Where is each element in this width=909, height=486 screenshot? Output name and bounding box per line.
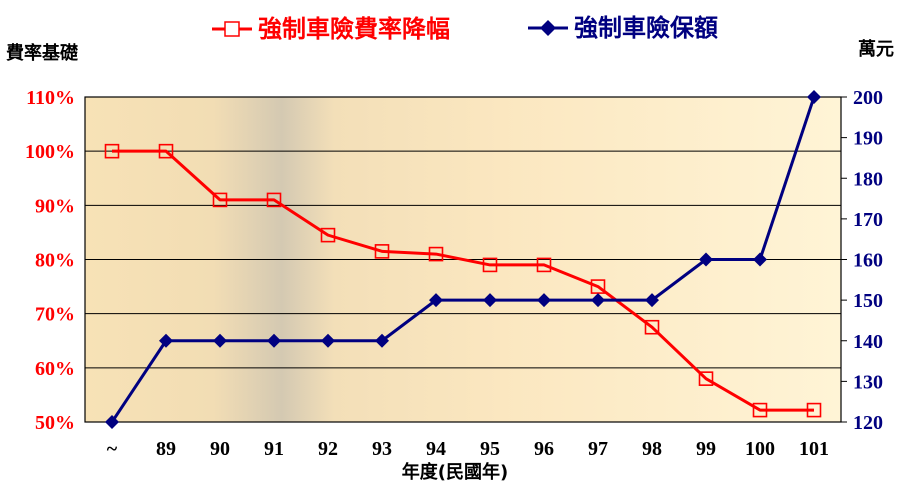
x-tick-label: 90 bbox=[210, 438, 230, 460]
series-point bbox=[590, 279, 606, 294]
series-point bbox=[483, 293, 497, 308]
series-point bbox=[699, 252, 713, 267]
series-point bbox=[321, 333, 335, 348]
right-tick-label: 200 bbox=[853, 87, 883, 109]
right-tick-label: 120 bbox=[853, 412, 883, 434]
series-layer bbox=[104, 90, 822, 429]
series-point bbox=[158, 143, 174, 159]
left-tick-label: 60% bbox=[35, 358, 75, 380]
left-tick-label: 70% bbox=[35, 304, 75, 326]
series-point bbox=[374, 244, 390, 259]
x-tick-label: 91 bbox=[264, 438, 284, 460]
series-point bbox=[104, 143, 120, 159]
x-tick-label: 92 bbox=[318, 438, 338, 460]
series-point bbox=[537, 293, 551, 308]
x-tick-label: 100 bbox=[745, 438, 775, 460]
series-point bbox=[482, 257, 498, 273]
series-line-2 bbox=[110, 96, 816, 423]
x-tick-label: 96 bbox=[534, 438, 554, 460]
x-tick-label: 94 bbox=[426, 438, 446, 460]
series-point bbox=[375, 333, 389, 348]
legend: 強制車險費率降幅 強制車險保額 bbox=[212, 14, 718, 43]
series-point bbox=[644, 319, 660, 335]
series-point bbox=[807, 90, 821, 104]
series-point bbox=[591, 293, 605, 308]
series-point bbox=[159, 333, 173, 348]
right-axis-ticks: 120 130 140 150 160 170 180 190 200 bbox=[841, 87, 883, 434]
series-point bbox=[266, 192, 282, 208]
series-point bbox=[213, 333, 227, 348]
x-tick-label: 99 bbox=[696, 438, 716, 460]
left-axis-title: 費率基礎 bbox=[6, 42, 78, 64]
legend-red-label: 強制車險費率降幅 bbox=[258, 15, 450, 43]
series-point bbox=[806, 402, 822, 418]
left-tick-label: 80% bbox=[35, 250, 75, 272]
series-point bbox=[752, 402, 768, 418]
legend-blue-marker bbox=[540, 20, 556, 36]
right-tick-label: 170 bbox=[853, 209, 883, 231]
series-point bbox=[212, 192, 228, 208]
series-line-1 bbox=[112, 149, 814, 412]
left-tick-label: 50% bbox=[35, 412, 75, 434]
series-point bbox=[428, 246, 444, 262]
x-tick-label: ~ bbox=[107, 438, 118, 460]
left-tick-label: 90% bbox=[35, 195, 75, 217]
legend-blue-label: 強制車險保額 bbox=[574, 14, 718, 42]
series-point bbox=[536, 257, 552, 273]
x-axis-title: 年度(民國年) bbox=[402, 461, 508, 483]
right-tick-label: 160 bbox=[853, 250, 883, 272]
series-point bbox=[429, 293, 443, 308]
series-point bbox=[753, 252, 767, 267]
x-tick-label: 95 bbox=[480, 438, 500, 460]
left-tick-label: 110% bbox=[26, 87, 75, 109]
series-point bbox=[105, 415, 119, 429]
right-tick-label: 150 bbox=[853, 290, 883, 312]
series-point bbox=[320, 227, 336, 243]
right-tick-label: 190 bbox=[853, 128, 883, 150]
right-tick-label: 140 bbox=[853, 331, 883, 353]
right-tick-label: 130 bbox=[853, 371, 883, 393]
x-axis-ticks: ~89 90 91 92 93 94 95 96 97 98 99 100 101 bbox=[107, 438, 829, 460]
x-tick-label: 97 bbox=[588, 438, 608, 460]
series-point bbox=[267, 333, 281, 348]
series-point bbox=[698, 371, 714, 386]
x-tick-label: 98 bbox=[642, 438, 662, 460]
x-tick-label: 101 bbox=[799, 438, 829, 460]
right-tick-label: 180 bbox=[853, 168, 883, 190]
series-point bbox=[645, 293, 659, 308]
x-tick-label: 93 bbox=[372, 438, 392, 460]
left-axis-ticks: 50% 60% 70% 80% 90% 100% 110% bbox=[25, 87, 75, 434]
x-tick-label: 89 bbox=[156, 438, 176, 460]
right-axis-title: 萬元 bbox=[858, 39, 894, 60]
legend-red-marker bbox=[224, 21, 240, 37]
left-tick-label: 100% bbox=[25, 141, 75, 163]
